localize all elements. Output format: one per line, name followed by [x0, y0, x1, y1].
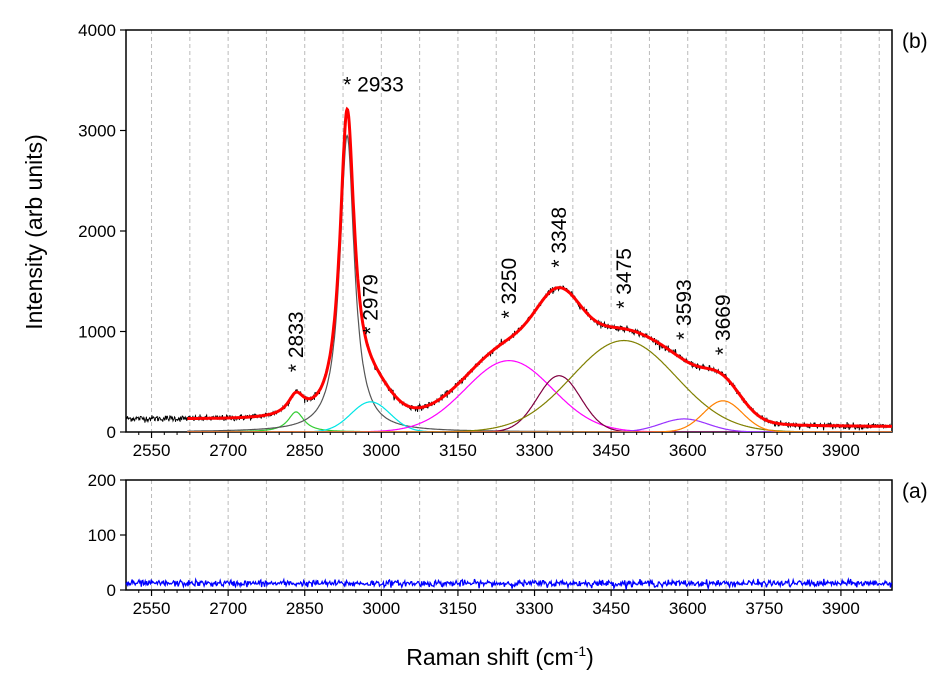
panel-a-x-tick-label: 3900: [822, 599, 860, 618]
panel-b-x-tick-label: 3750: [745, 441, 783, 460]
panel-b-x-tick-label: 2700: [209, 441, 247, 460]
panel-b-x-tick-label: 2850: [286, 441, 324, 460]
peak-label-3250: * 3250: [498, 258, 521, 319]
component-peak-3669: [187, 400, 892, 432]
panel-a-x-tick-label: 3300: [516, 599, 554, 618]
panel-a-x-tick-label: 2550: [133, 599, 171, 618]
peak-label-3593: * 3593: [673, 279, 696, 340]
panel-a-x-tick-label: 3000: [362, 599, 400, 618]
panel-a-x-tick-label: 3150: [439, 599, 477, 618]
x-axis-label: Raman shift (cm-1): [406, 643, 594, 670]
component-peak-3348: [187, 375, 892, 432]
panel-a-panel-label: (a): [902, 480, 928, 503]
panel-a-y-tick-label: 100: [88, 526, 116, 545]
panel-b-y-tick-label: 4000: [78, 21, 116, 40]
panel-b-x-tick-label: 2550: [133, 441, 171, 460]
x-axis-label-main: Raman shift (cm: [406, 644, 573, 670]
component-peak-3250: [187, 360, 892, 432]
peak-label-3348: * 3348: [548, 207, 571, 268]
panel-a-x-tick-label: 3450: [592, 599, 630, 618]
fit-curve-line: [187, 106, 892, 428]
panel-b-x-tick-label: 3450: [592, 441, 630, 460]
panel-b-y-tick-label: 3000: [78, 122, 116, 141]
panel-b-y-tick-label: 2000: [78, 222, 116, 241]
peak-label-2979: * 2979: [360, 274, 383, 335]
panel-b-y-tick-label: 0: [107, 423, 116, 442]
panel-a-x-tick-label: 3750: [745, 599, 783, 618]
peak-label-2833: * 2833: [285, 311, 308, 372]
component-peak-2933: [187, 134, 892, 432]
panel-a-plot: 2550 2700 2850 3000 3150 3300 3450 3600 3750 3900…: [88, 471, 928, 618]
panel-b-panel-label: (b): [902, 30, 928, 53]
x-axis-label-end: ): [586, 644, 594, 670]
panel-b-y-tick-label: 1000: [78, 323, 116, 342]
panel-b-plot: 2550 2700 2850 3000 3150 3300 3450 3600 3750 3900…: [78, 21, 928, 460]
panel-b-x-tick-label: 3900: [822, 441, 860, 460]
panel-b-x-tick-label: 3300: [516, 441, 554, 460]
panel-a-frame: [125, 479, 893, 591]
panel-b-x-tick-label: 3600: [669, 441, 707, 460]
panel-a-x-tick-label: 3600: [669, 599, 707, 618]
panel-b-x-tick-label: 3000: [362, 441, 400, 460]
panel-b-x-tick-label: 3150: [439, 441, 477, 460]
panel-a-y-tick-label: 0: [107, 581, 116, 600]
peak-label-2933: * 2933: [343, 73, 404, 96]
panel-b-series-group: [126, 106, 892, 432]
y-axis-label: Intensity (arb units): [21, 134, 47, 330]
panel-a-spectrum-line: [125, 576, 893, 591]
component-peak-2833: [187, 411, 892, 432]
panel-a-x-tick-label: 2700: [209, 599, 247, 618]
peak-label-3669: * 3669: [712, 294, 735, 355]
x-axis-label-sup: -1: [574, 643, 587, 659]
panel-a-y-tick-label: 200: [88, 471, 116, 490]
peak-label-3475: * 3475: [613, 248, 636, 309]
component-peak-2979: [187, 401, 892, 432]
panel-b-frame: [125, 29, 893, 433]
panel-a-x-tick-label: 2850: [286, 599, 324, 618]
